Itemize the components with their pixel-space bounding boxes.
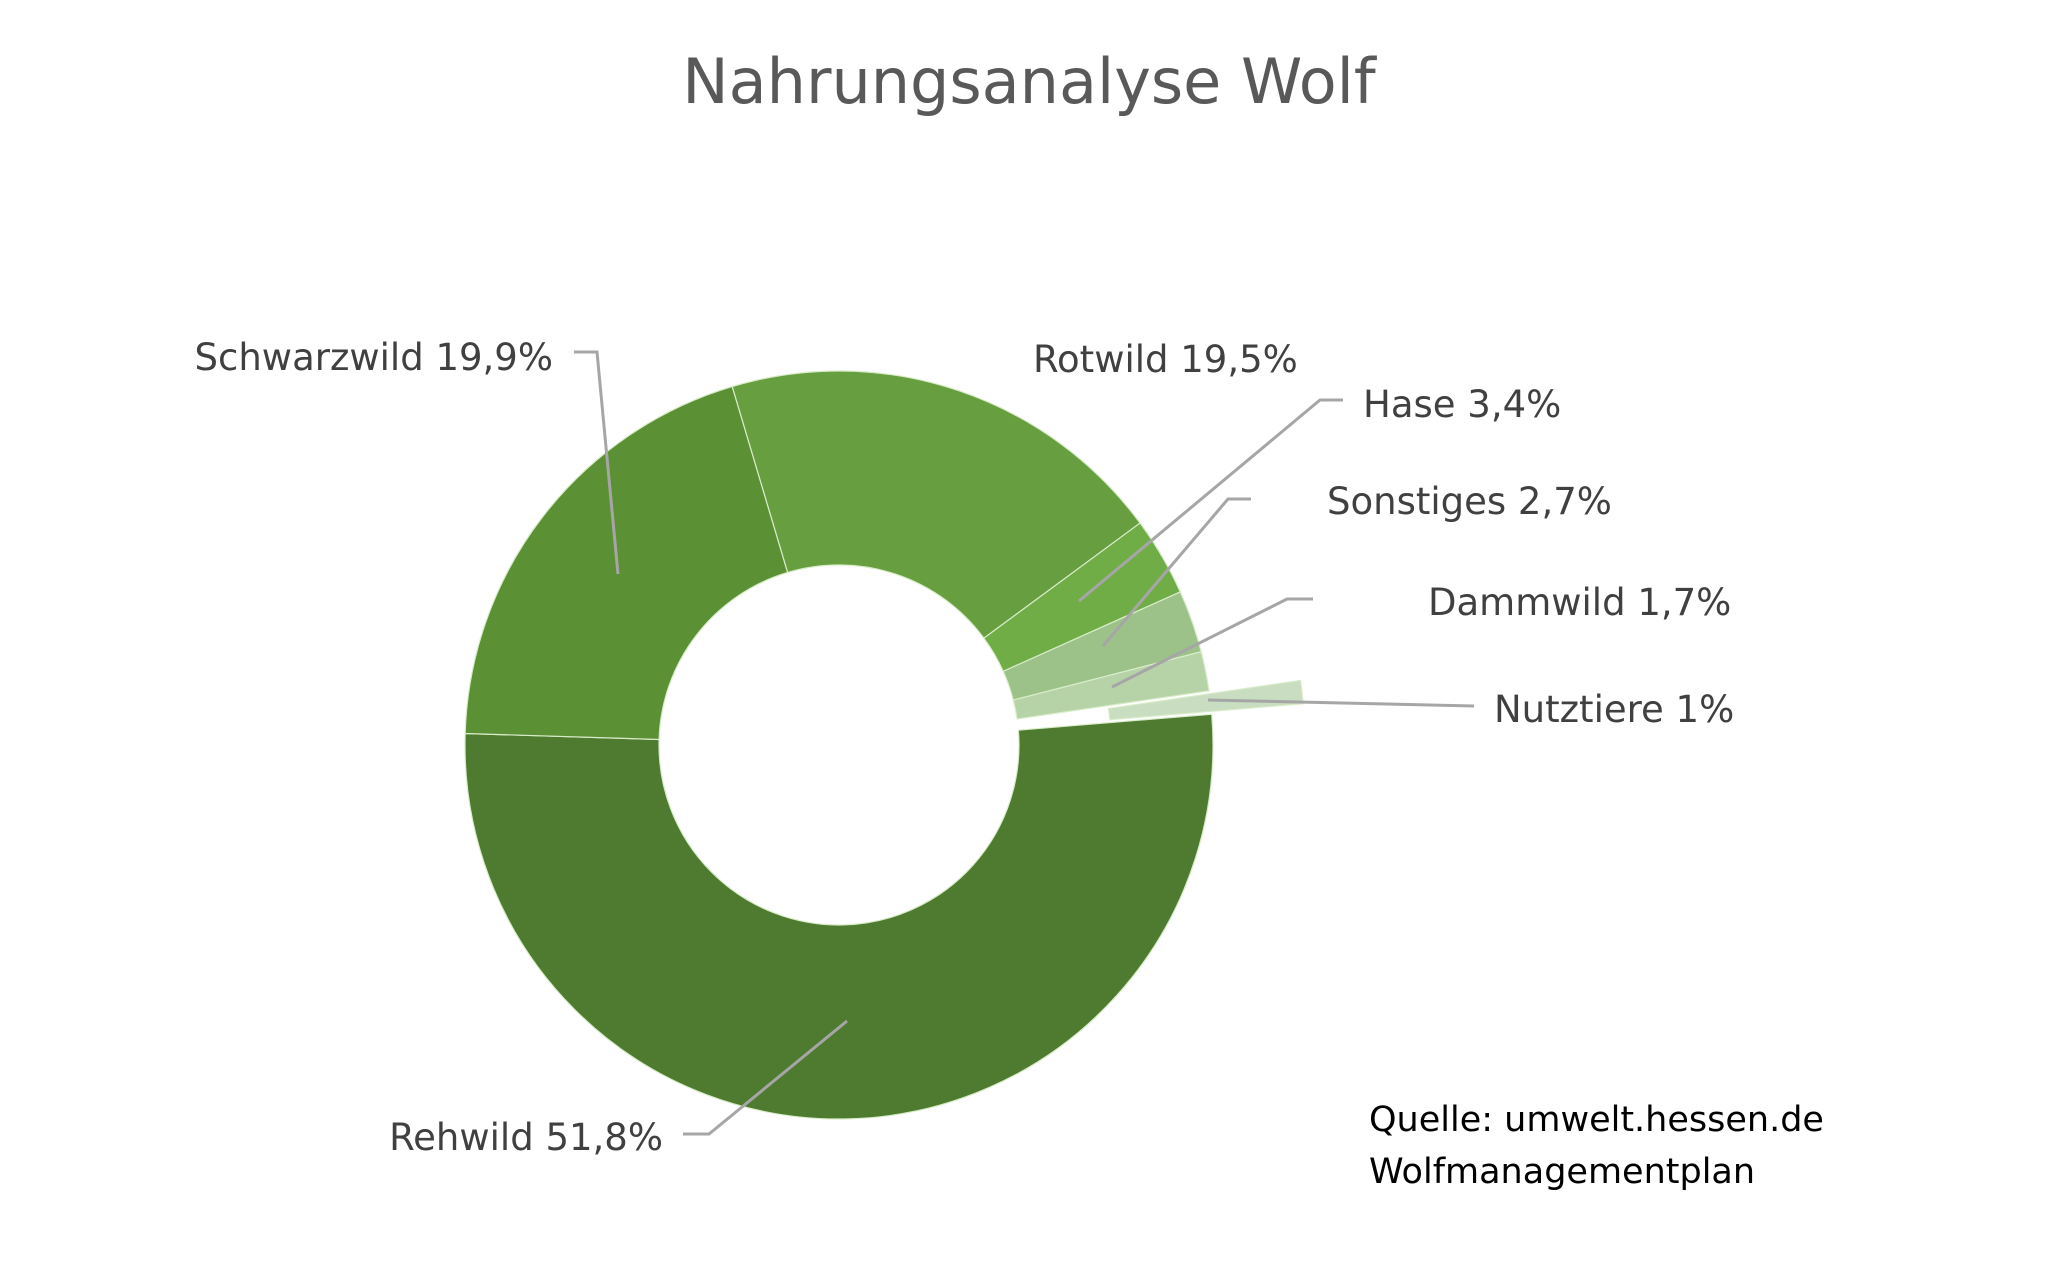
leader-line-sonstiges <box>1101 497 1251 647</box>
leader-line-nutztiere <box>1207 698 1475 708</box>
leader-line-dammwild <box>1111 597 1313 689</box>
source-line-1: Quelle: umwelt.hessen.de <box>1369 1100 1824 1140</box>
slice-schwarzwild <box>464 385 789 741</box>
slice-rehwild <box>464 713 1214 1120</box>
data-label-nutztiere: Nutztiere 1% <box>1494 688 1734 731</box>
data-label-rotwild: Rotwild 19,5% <box>1033 338 1298 381</box>
slices <box>464 370 1304 1120</box>
leader-line-hase <box>1078 398 1343 603</box>
data-label-sonstiges: Sonstiges 2,7% <box>1327 480 1612 523</box>
chart-title: Nahrungsanalyse Wolf <box>682 45 1378 118</box>
slice-rotwild <box>731 370 1141 640</box>
slice-nutztiere <box>1107 679 1304 721</box>
leader-line-schwarzwild <box>574 350 620 575</box>
slice-dammwild <box>1012 651 1210 720</box>
data-label-schwarzwild: Schwarzwild 19,9% <box>195 336 553 379</box>
source-line-2: Wolfmanagementplan <box>1369 1152 1755 1192</box>
data-label-dammwild: Dammwild 1,7% <box>1428 581 1731 624</box>
data-label-rehwild: Rehwild 51,8% <box>389 1116 663 1159</box>
data-label-hase: Hase 3,4% <box>1363 383 1561 426</box>
leader-lines <box>574 350 1475 1136</box>
leader-line-rehwild <box>683 1019 848 1136</box>
